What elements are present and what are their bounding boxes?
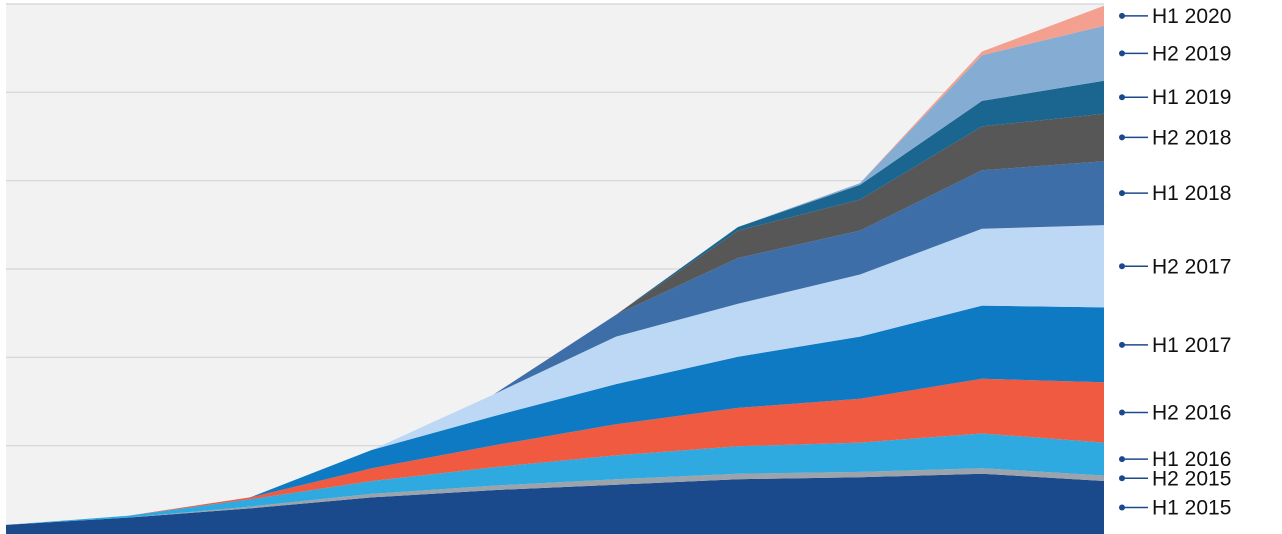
area-h1-2016 [6,433,1104,525]
legend-item: H1 2018 [1119,182,1231,205]
area-h2-2019 [6,25,1104,525]
area-h2-2017 [6,225,1104,525]
area-h1-2015 [6,473,1104,534]
legend-label: H2 2016 [1152,401,1231,424]
legend-item: H1 2020 [1119,5,1231,28]
legend-item: H2 2019 [1119,42,1231,65]
legend-label: H2 2019 [1152,42,1231,65]
legend-label: H1 2017 [1152,334,1231,357]
legend-label: H2 2015 [1152,467,1231,490]
legend-item: H2 2015 [1119,467,1231,490]
legend-label: H1 2018 [1152,182,1231,205]
legend-label: H1 2015 [1152,497,1231,520]
legend-item: H1 2019 [1119,86,1231,109]
legend-item: H1 2016 [1119,448,1231,471]
legend-label: H1 2019 [1152,86,1231,109]
legend-label: H2 2018 [1152,126,1231,149]
area-h2-2015 [6,468,1104,525]
area-h2-2018 [6,113,1104,525]
legend-item: H1 2015 [1119,497,1231,520]
legend-label: H1 2020 [1152,5,1231,28]
legend-item: H2 2018 [1119,126,1231,149]
area-h1-2018 [6,161,1104,525]
legend-label: H2 2017 [1152,255,1231,278]
series-areas [6,5,1104,534]
area-h2-2016 [6,378,1104,525]
legend-label: H1 2016 [1152,448,1231,471]
legend-item: H2 2016 [1119,401,1231,424]
legend-item: H1 2017 [1119,334,1231,357]
legend-item: H2 2017 [1119,255,1231,278]
area-h1-2017 [6,305,1104,525]
